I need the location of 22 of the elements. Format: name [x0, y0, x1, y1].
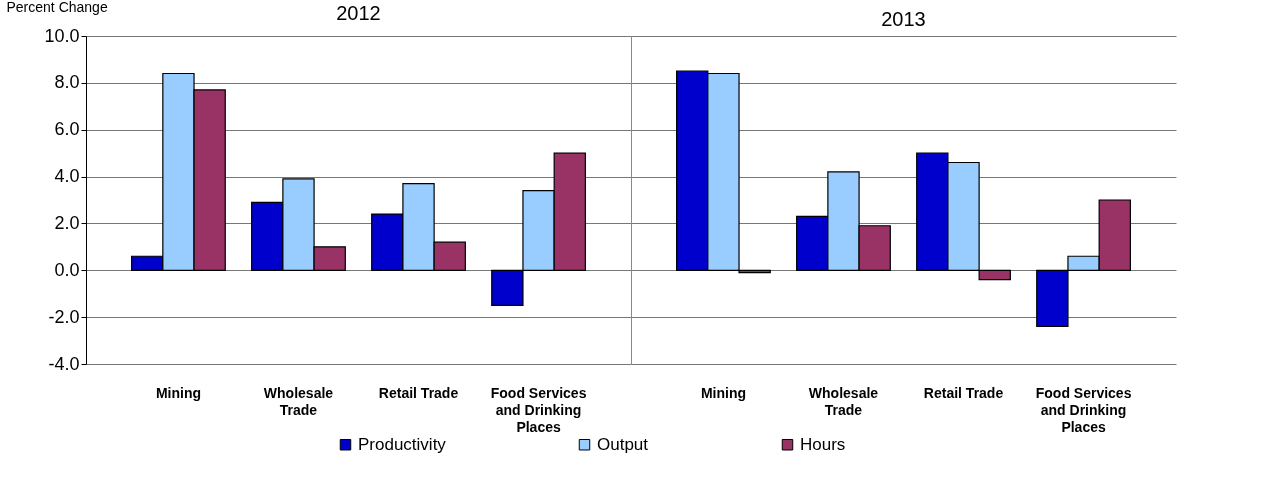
legend-label: Output — [597, 434, 649, 454]
chart-title: 2013 — [881, 8, 926, 30]
x-tick-label: Food Services and Drinking Places — [1035, 384, 1132, 435]
legend-label: Productivity — [358, 434, 447, 454]
y-tick-label: -2.0 — [48, 306, 80, 327]
y-tick-label: 8.0 — [54, 72, 80, 93]
x-tick-label: Retail Trade — [378, 384, 459, 401]
x-tick-label: Mining — [155, 384, 201, 401]
y-tick-label: 0.0 — [54, 259, 80, 280]
x-tick-label: Retail Trade — [923, 384, 1004, 401]
x-tick-label: Wholesale Trade — [808, 384, 879, 418]
x-tick-label: Wholesale Trade — [263, 384, 334, 418]
y-tick-label: 4.0 — [54, 166, 80, 187]
y-tick-label: 6.0 — [54, 119, 80, 140]
y-axis-title: Percent Change — [6, 0, 108, 15]
y-tick-label: 2.0 — [54, 212, 80, 233]
x-tick-label: Mining — [700, 384, 746, 401]
y-tick-label: -4.0 — [48, 353, 80, 374]
y-tick-label: 10.0 — [44, 25, 80, 46]
legend-label: Hours — [800, 434, 846, 454]
chart-title: 2012 — [336, 2, 381, 24]
x-tick-label: Food Services and Drinking Places — [490, 384, 587, 435]
